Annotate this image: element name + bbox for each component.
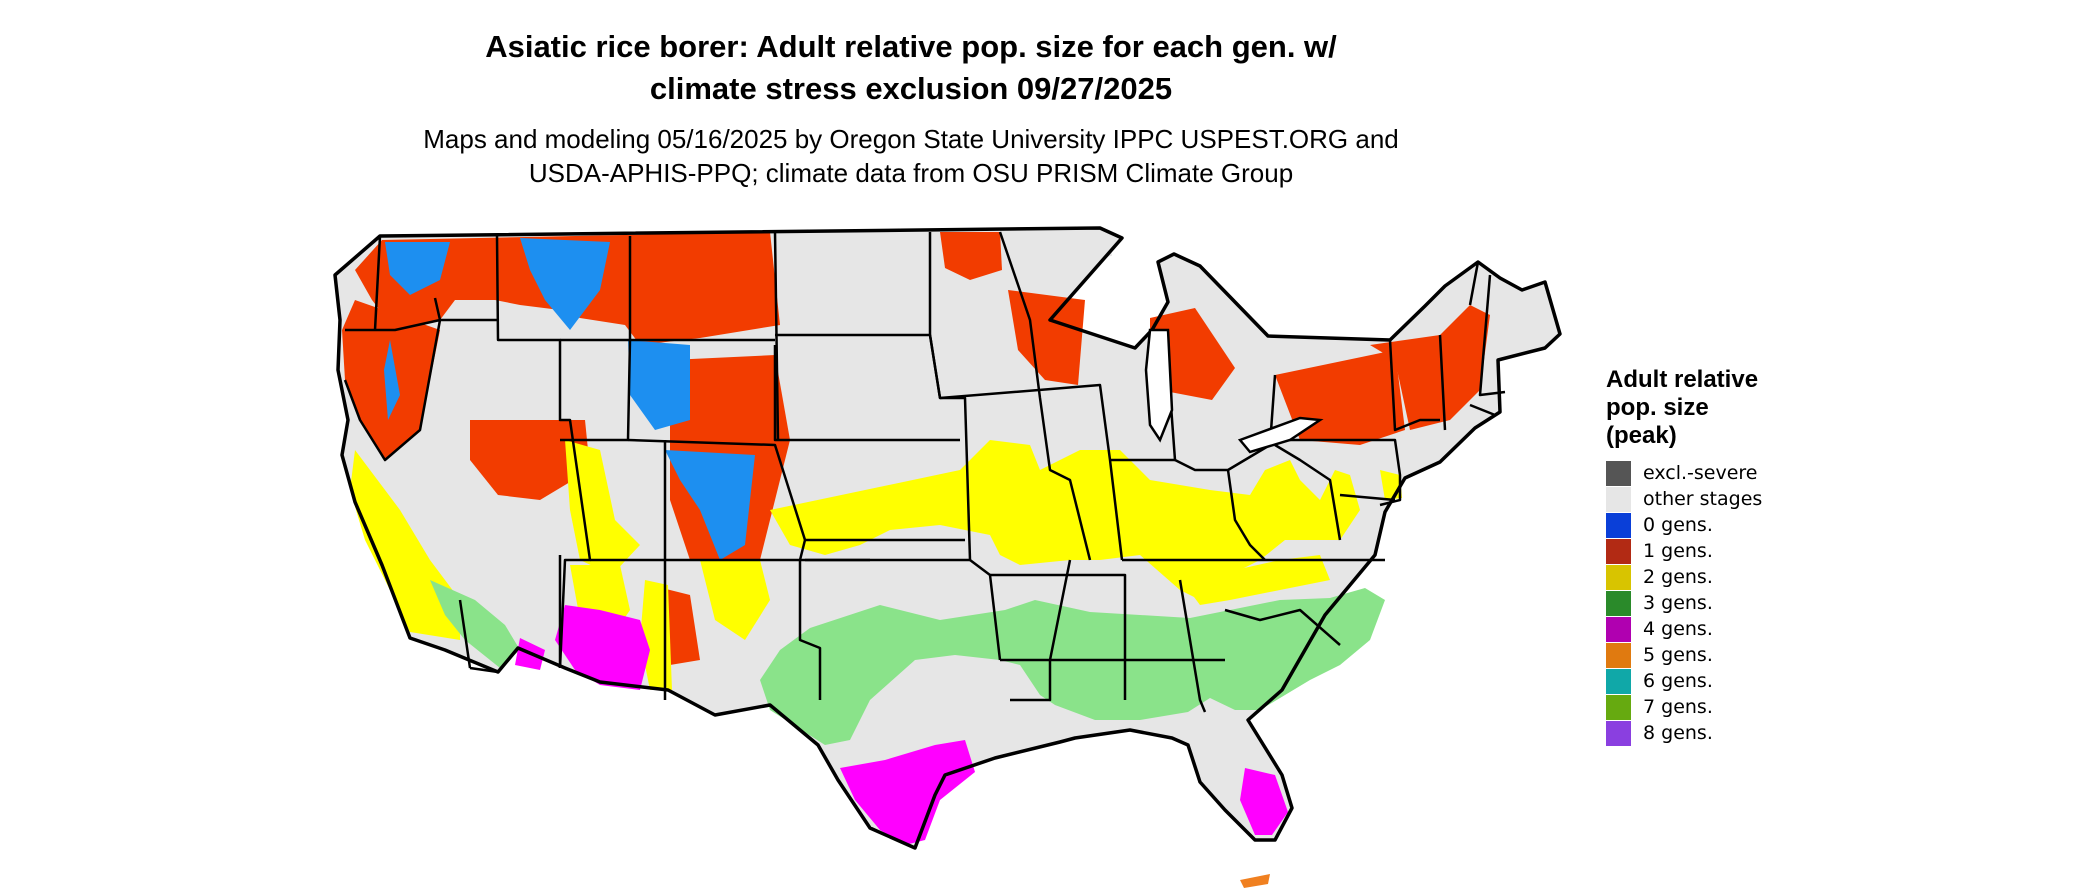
legend-title: Adult relative pop. size (peak) <box>1606 366 1826 450</box>
legend-title-line-1: Adult relative <box>1606 366 1759 393</box>
legend-swatch <box>1606 694 1631 720</box>
legend-item: other stages <box>1606 486 1826 512</box>
legend-label: 8 gens. <box>1643 722 1713 744</box>
us-outline <box>333 226 1562 850</box>
region-3-gen <box>430 580 1385 745</box>
legend-item: 4 gens. <box>1606 616 1826 642</box>
legend-swatch <box>1606 590 1631 616</box>
legend-title-line-2: pop. size <box>1606 394 1709 421</box>
legend-swatch <box>1606 512 1631 538</box>
legend-item: 2 gens. <box>1606 564 1826 590</box>
legend: Adult relative pop. size (peak) excl.-se… <box>1606 366 1826 746</box>
region-5-gen-speck <box>1240 874 1270 888</box>
legend-item: excl.-severe <box>1606 460 1826 486</box>
legend-item: 8 gens. <box>1606 720 1826 746</box>
legend-label: 1 gens. <box>1643 540 1713 562</box>
map-title-line-1: Asiatic rice borer: Adult relative pop. … <box>485 29 1337 64</box>
legend-swatch <box>1606 460 1631 486</box>
region-0-gen <box>384 238 755 560</box>
map-title: Asiatic rice borer: Adult relative pop. … <box>0 26 1822 110</box>
map-subtitle-line-1: Maps and modeling 05/16/2025 by Oregon S… <box>423 124 1399 154</box>
legend-label: other stages <box>1643 488 1763 510</box>
legend-item: 0 gens. <box>1606 512 1826 538</box>
legend-swatch <box>1606 668 1631 694</box>
legend-label: 0 gens. <box>1643 514 1713 536</box>
map-subtitle: Maps and modeling 05/16/2025 by Oregon S… <box>0 122 1822 190</box>
map-subtitle-line-2: USDA-APHIS-PPQ; climate data from OSU PR… <box>528 158 1294 188</box>
lake-michigan <box>1144 328 1174 443</box>
legend-label: 2 gens. <box>1643 566 1713 588</box>
lake-erie <box>1237 416 1324 454</box>
legend-item: 6 gens. <box>1606 668 1826 694</box>
legend-swatch <box>1606 720 1631 746</box>
legend-label: 6 gens. <box>1643 670 1713 692</box>
region-4-gen <box>515 605 1288 845</box>
legend-swatch <box>1606 564 1631 590</box>
legend-title-line-3: (peak) <box>1606 422 1677 449</box>
map-title-line-2: climate stress exclusion 09/27/2025 <box>649 71 1173 106</box>
legend-swatch <box>1606 616 1631 642</box>
legend-swatch <box>1606 538 1631 564</box>
legend-item: 5 gens. <box>1606 642 1826 668</box>
legend-label: 7 gens. <box>1643 696 1713 718</box>
legend-label: excl.-severe <box>1643 462 1758 484</box>
legend-item: 3 gens. <box>1606 590 1826 616</box>
us-map <box>333 226 1562 888</box>
legend-item: 7 gens. <box>1606 694 1826 720</box>
legend-label: 5 gens. <box>1643 644 1713 666</box>
legend-item: 1 gens. <box>1606 538 1826 564</box>
legend-items: excl.-severe other stages 0 gens. 1 gens. 2 … <box>1606 460 1826 746</box>
legend-swatch <box>1606 486 1631 512</box>
legend-swatch <box>1606 642 1631 668</box>
legend-label: 3 gens. <box>1643 592 1713 614</box>
legend-label: 4 gens. <box>1643 618 1713 640</box>
